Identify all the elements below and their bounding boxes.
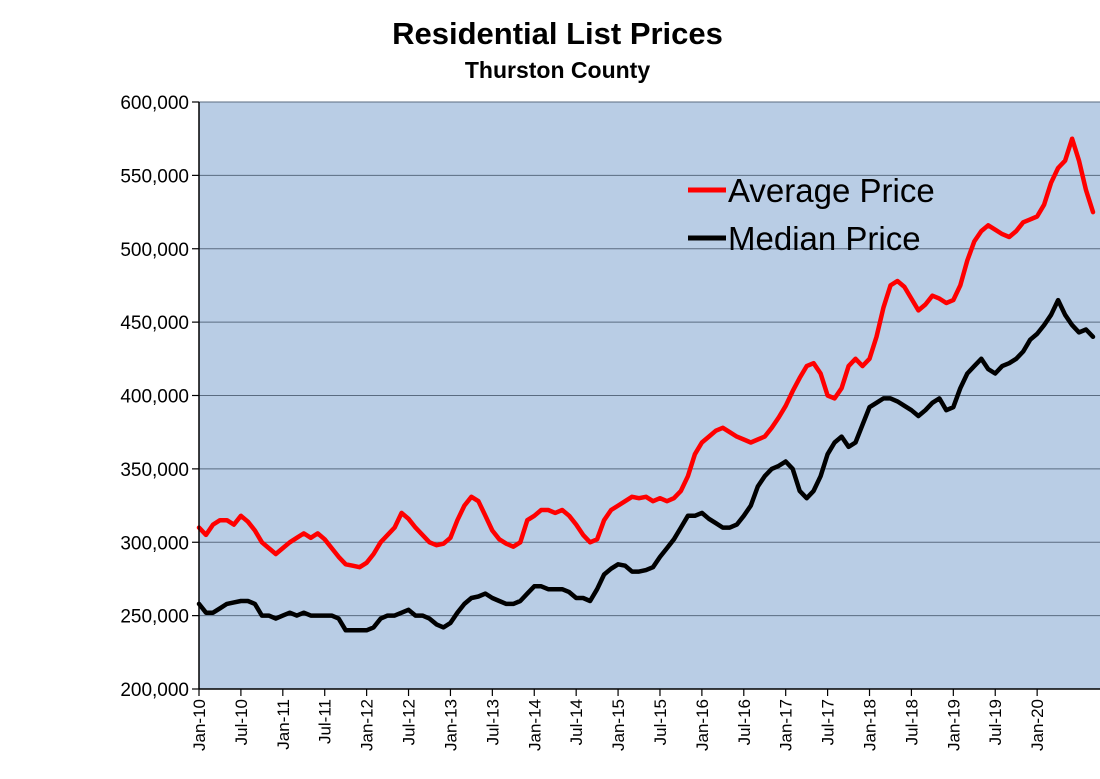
x-tick-label: Jan-17 (777, 699, 796, 751)
chart-title: Residential List Prices (392, 16, 723, 51)
x-tick-label: Jul-12 (400, 699, 419, 745)
series-lines (196, 136, 1096, 633)
y-tick-label: 400,000 (120, 387, 189, 408)
x-tick-label: Jan-15 (609, 699, 628, 751)
y-tick-label: 600,000 (120, 93, 189, 114)
x-tick-label: Jul-18 (902, 699, 921, 745)
x-tick-label: Jul-14 (567, 699, 586, 745)
x-tick-label: Jan-20 (1028, 699, 1047, 751)
x-tick-label: Jan-12 (358, 699, 377, 751)
x-tick-label: Jan-11 (274, 699, 293, 750)
y-tick-label: 350,000 (120, 460, 189, 481)
y-tick-label: 500,000 (120, 240, 189, 261)
y-tick-label: 200,000 (120, 680, 189, 701)
chart-subtitle: Thurston County (464, 57, 651, 83)
x-tick-label: Jan-13 (441, 699, 460, 751)
x-tick-label: Jul-17 (819, 699, 838, 745)
series-line (196, 297, 1096, 633)
y-axis: 200,000 250,000 300,000 350,000 400,000 450,0… (120, 93, 199, 701)
x-tick-label: Jan-16 (693, 699, 712, 751)
x-tick-label: Jul-13 (483, 699, 502, 745)
y-tick-label: 300,000 (120, 533, 189, 554)
y-tick-label: 550,000 (120, 166, 189, 187)
y-tick-label: 250,000 (120, 607, 189, 628)
x-tick-label: Jan-14 (525, 699, 544, 751)
legend: Average Price Median Price (688, 172, 935, 257)
x-tick-label: Jan-19 (944, 699, 963, 751)
y-tick-label: 450,000 (120, 313, 189, 334)
x-tick-label: Jul-19 (986, 699, 1005, 745)
x-tick-label: Jan-10 (190, 699, 209, 751)
x-tick-label: Jul-15 (651, 699, 670, 745)
x-tick-label: Jul-10 (232, 699, 251, 745)
legend-label: Median Price (728, 220, 921, 257)
x-axis: Jan-10 Jul-10 Jan-11 Jul-11 Jan-12 Jul-12 Jan-… (190, 689, 1047, 751)
axes (198, 102, 1100, 690)
legend-label: Average Price (728, 172, 935, 209)
x-tick-label: Jul-11 (316, 699, 335, 744)
series-line (196, 136, 1096, 570)
x-tick-label: Jan-18 (861, 699, 880, 751)
x-tick-label: Jul-16 (735, 699, 754, 745)
gridlines (199, 101, 1100, 617)
